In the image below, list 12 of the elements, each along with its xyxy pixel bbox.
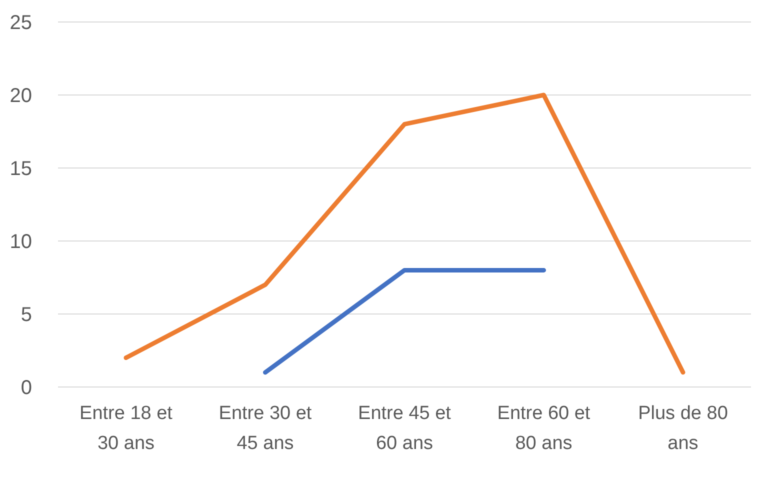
y-tick-label: 15 — [10, 158, 32, 180]
x-tick-label: Plus de 80 ans — [638, 403, 728, 454]
x-tick-label: Entre 60 et 80 ans — [497, 403, 591, 454]
y-tick-label: 25 — [10, 12, 32, 34]
y-tick-label: 20 — [10, 85, 32, 108]
y-tick-label: 5 — [20, 304, 32, 326]
x-tick-label: Entre 18 et 30 ans — [80, 403, 174, 454]
y-tick-label: 0 — [20, 377, 32, 400]
x-tick-label: Entre 45 et 60 ans — [358, 403, 452, 454]
line-series — [124, 92, 686, 375]
x-tick-label: Entre 30 et 45 ans — [218, 403, 312, 454]
y-tick-label: 10 — [10, 231, 32, 254]
